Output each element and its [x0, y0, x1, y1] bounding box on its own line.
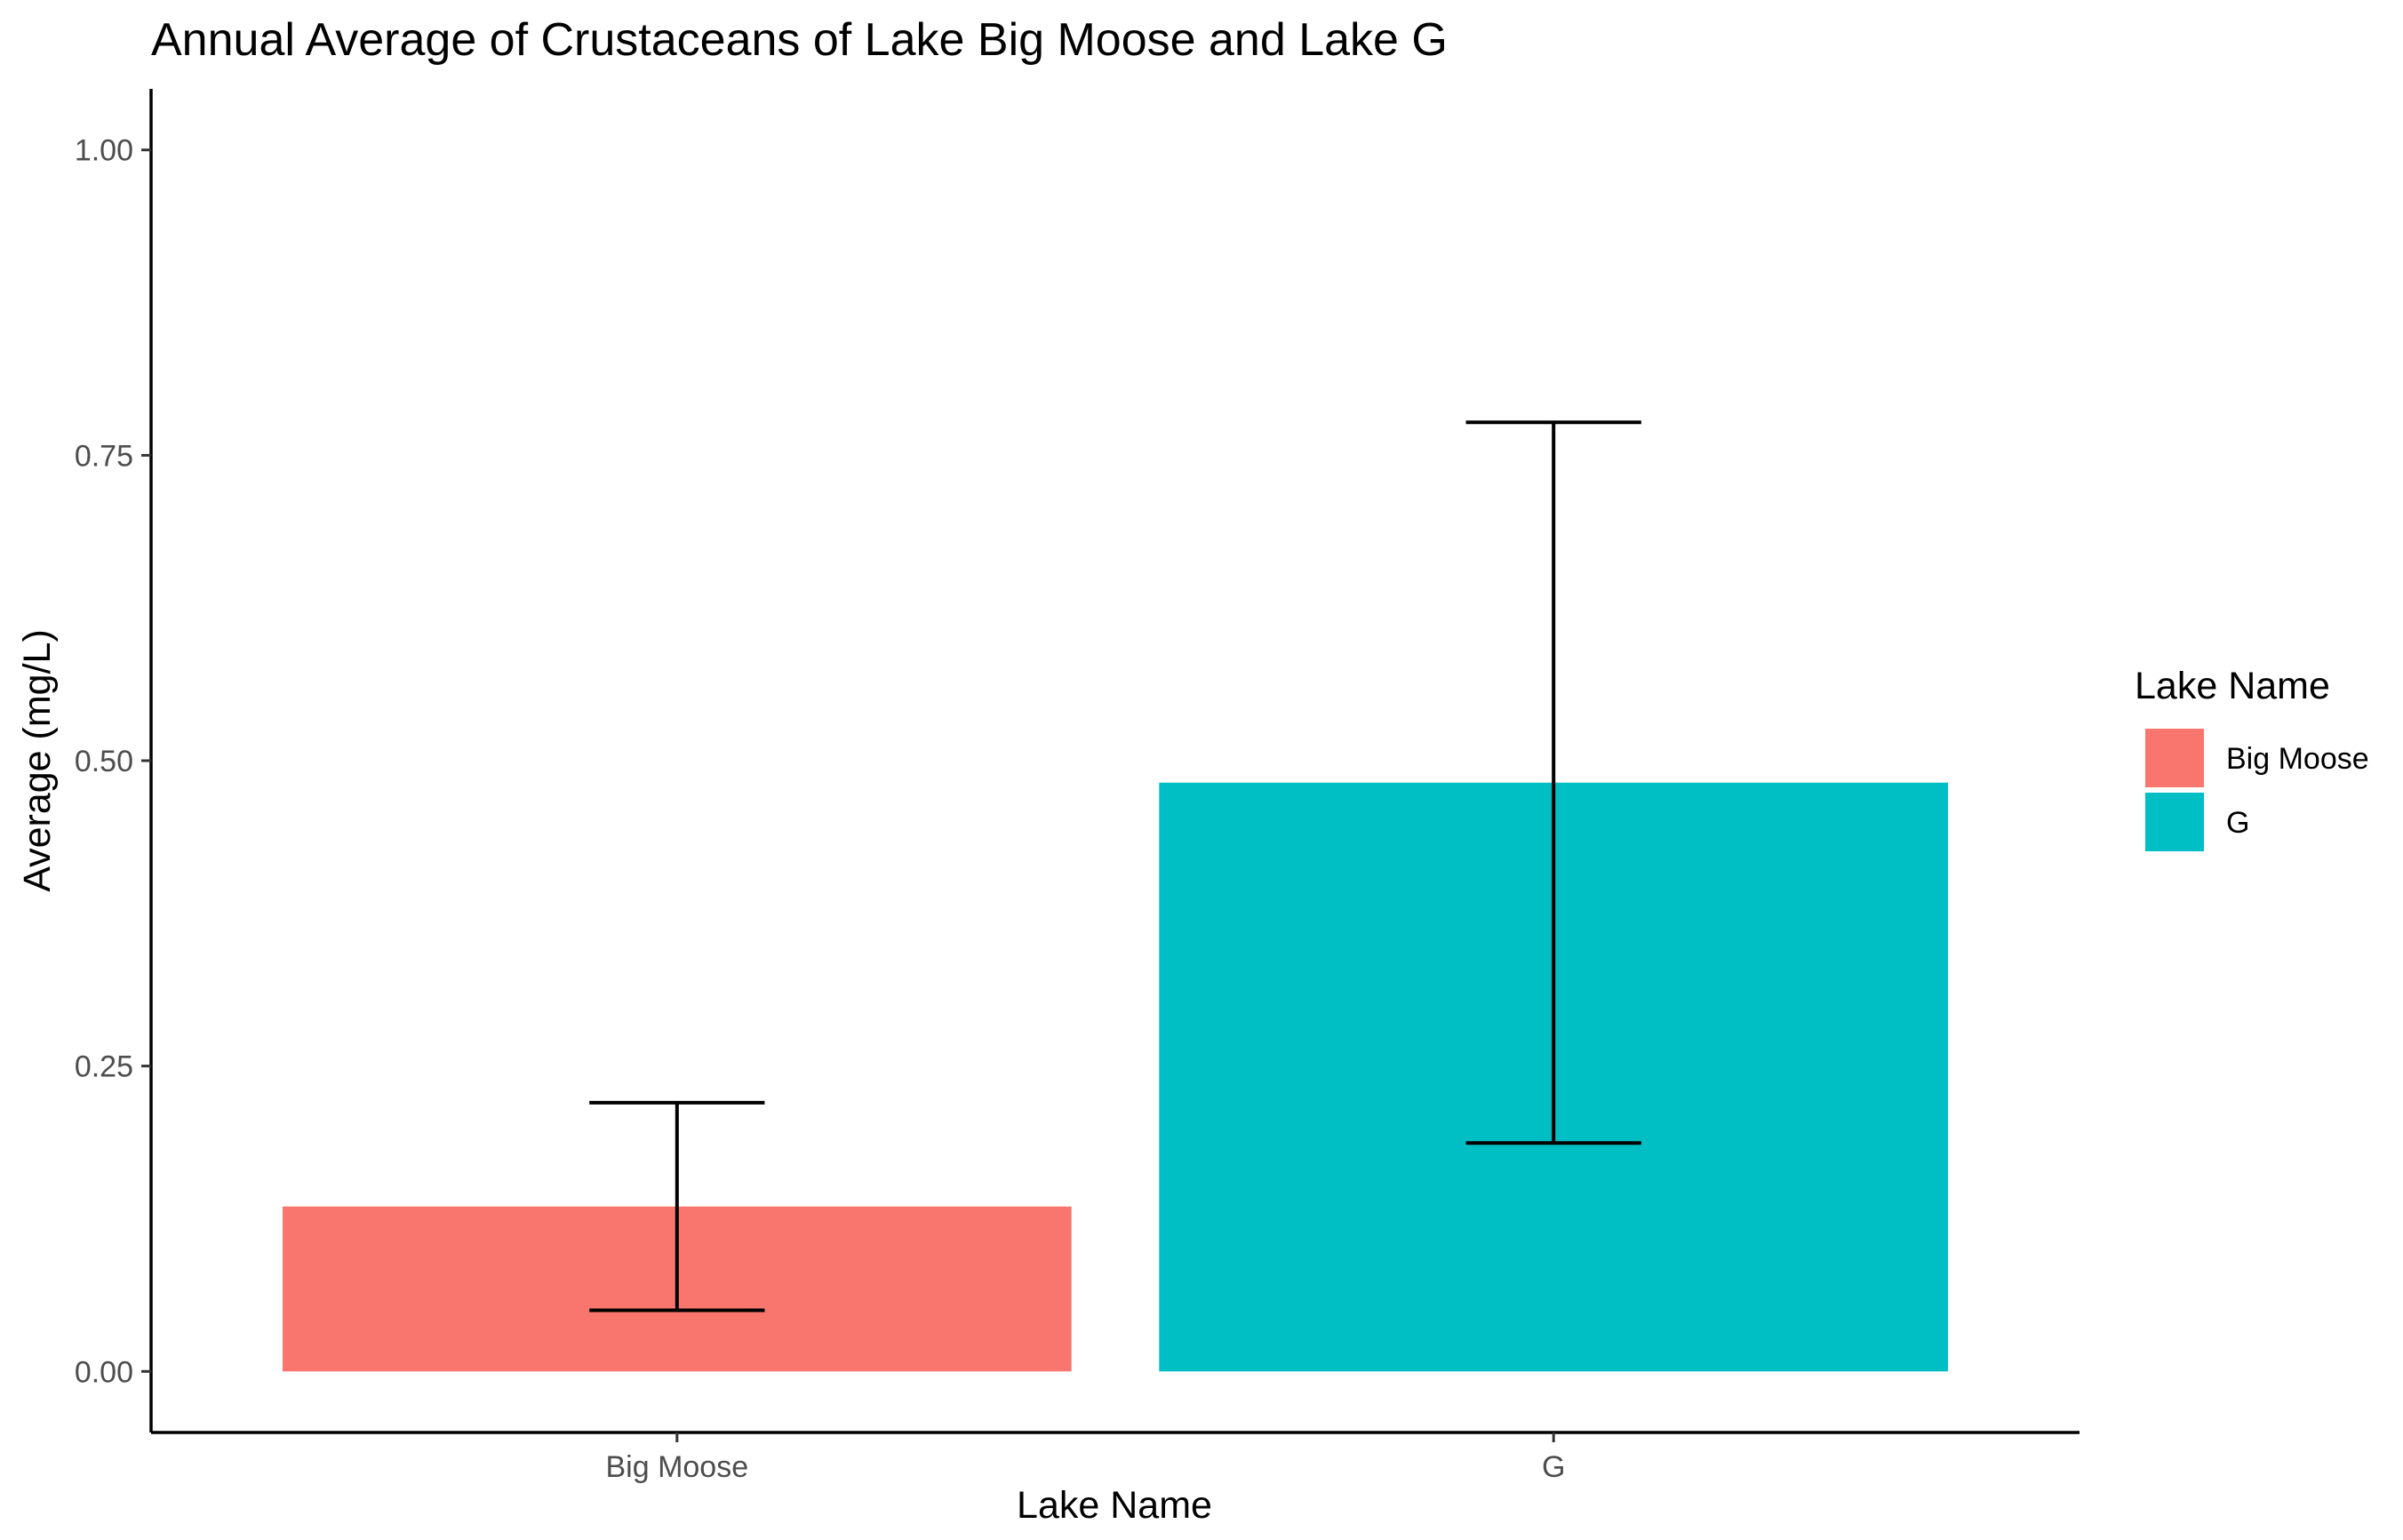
y-axis-title: Average (mg/L) [16, 629, 59, 892]
x-tick-label: Big Moose [605, 1450, 748, 1484]
y-tick-label: 0.75 [75, 439, 133, 473]
y-tick-label: 0.25 [75, 1050, 133, 1084]
legend-key-big-moose [2145, 729, 2204, 787]
chart-title: Annual Average of Crustaceans of Lake Bi… [151, 14, 1448, 66]
legend-key-g [2145, 793, 2204, 851]
legend: Lake Name Big Moose G [2135, 665, 2369, 851]
plot-area: 0.00 0.25 0.50 0.75 1.00 Big Moose G [75, 89, 2080, 1484]
error-bar-big-moose [589, 1100, 765, 1313]
y-tick-label: 1.00 [75, 134, 133, 168]
legend-label: Big Moose [2226, 742, 2369, 776]
legend-label: G [2226, 806, 2249, 840]
x-tick-label: G [1542, 1450, 1565, 1484]
y-tick-label: 0.50 [75, 745, 133, 778]
x-axis-title: Lake Name [1017, 1484, 1212, 1527]
y-tick-label: 0.00 [75, 1355, 133, 1389]
error-bar-g [1465, 420, 1641, 1145]
legend-title: Lake Name [2135, 665, 2330, 707]
